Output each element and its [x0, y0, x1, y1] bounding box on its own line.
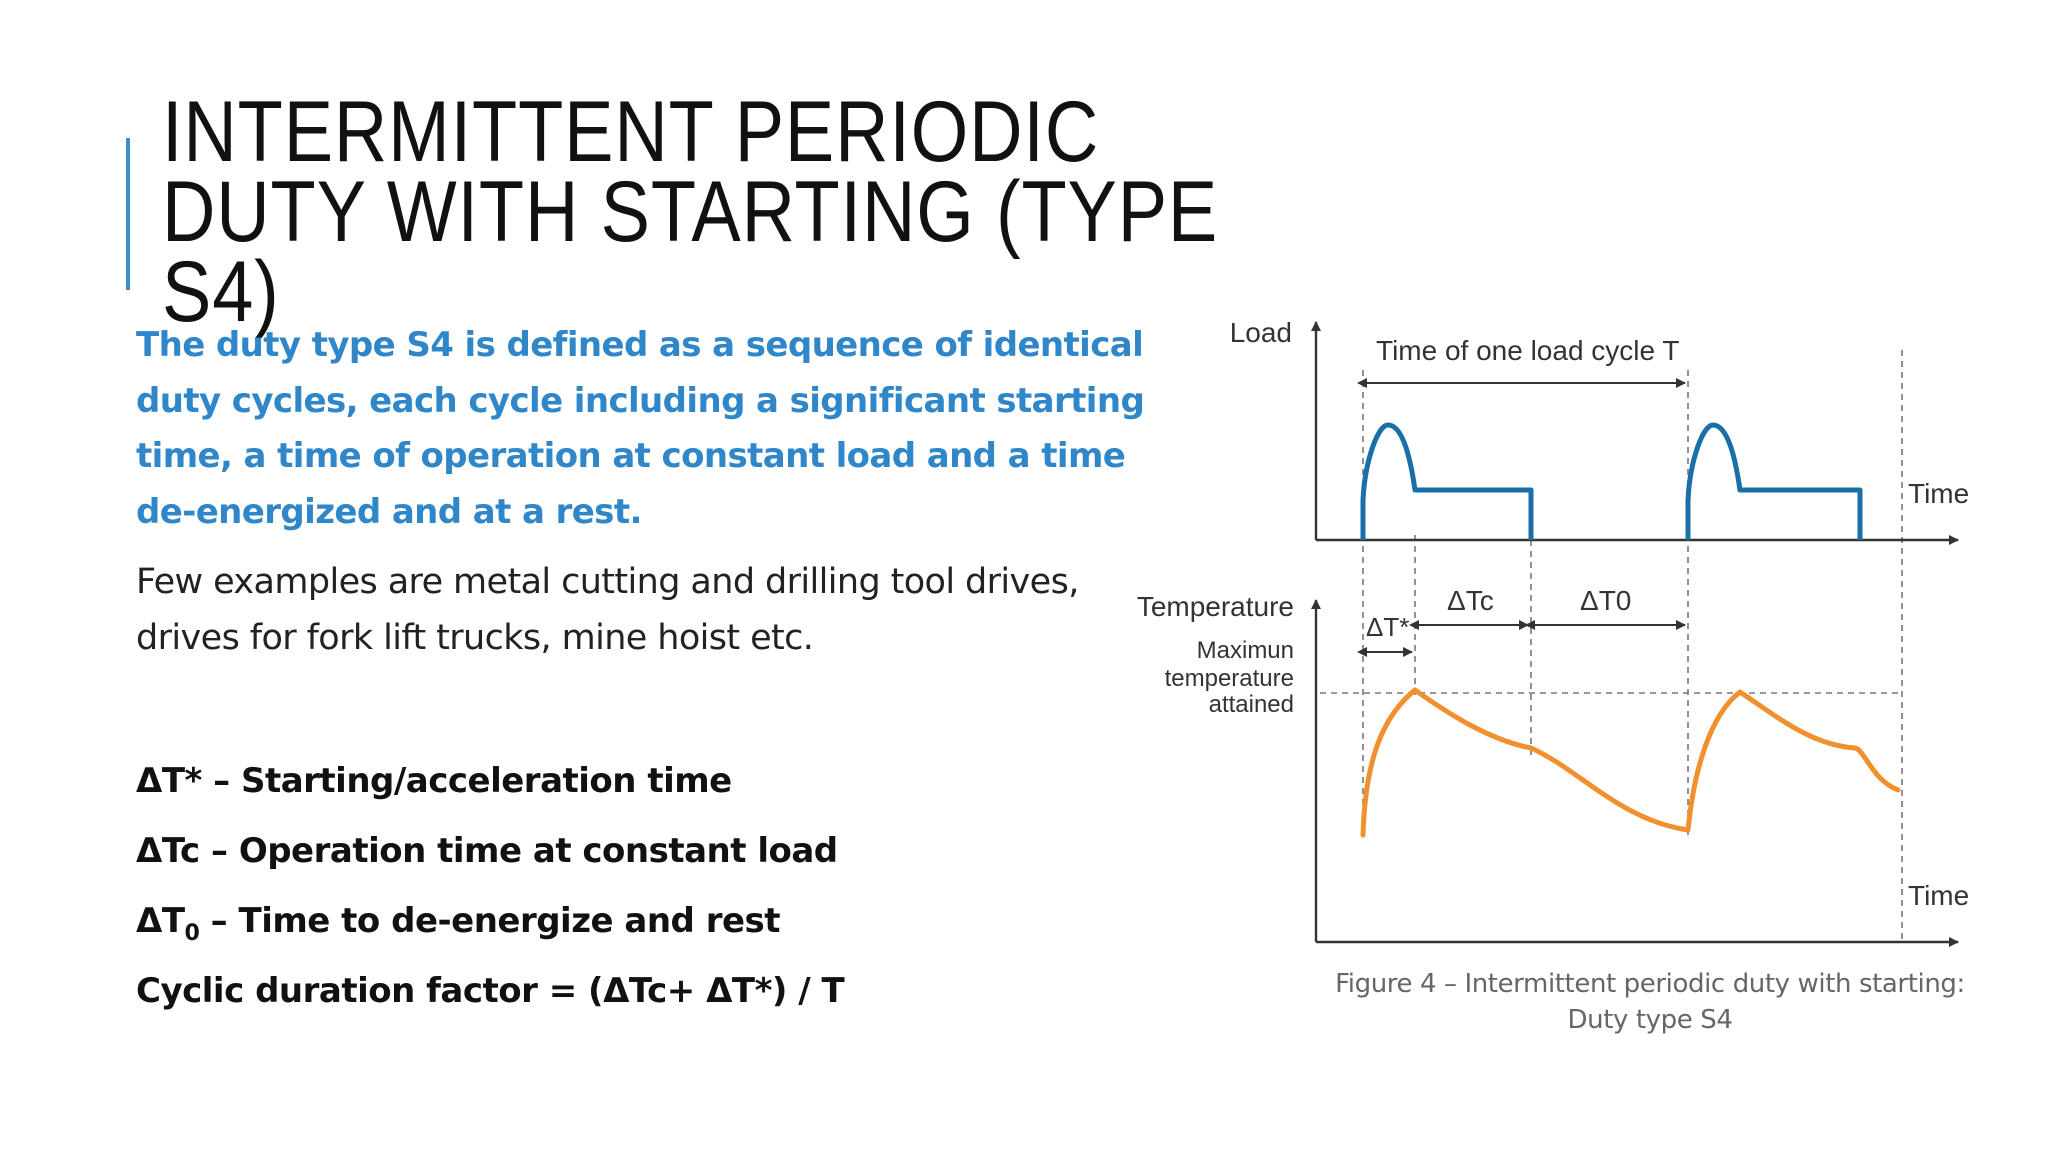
dt-start-label: ΔT*	[1366, 612, 1409, 642]
load-axis-label: Load	[1230, 317, 1292, 348]
duty-cycle-diagram: Load Time Time of one load cycle T Tempe…	[1137, 317, 1969, 947]
definition-start-time: ΔT* – Starting/acceleration time	[136, 761, 732, 801]
definition-operation-time: ΔTc – Operation time at constant load	[136, 831, 838, 871]
figure-caption: Figure 4 – Intermittent periodic duty wi…	[1320, 966, 1980, 1038]
cycle-span-label: Time of one load cycle T	[1376, 335, 1679, 366]
title-line-1: INTERMITTENT PERIODIC	[162, 84, 1100, 180]
examples-paragraph: Few examples are metal cutting and drill…	[136, 554, 1116, 666]
rest-subscript: 0	[184, 921, 200, 946]
temperature-axis-label: Temperature	[1137, 591, 1294, 622]
caption-line-1: Figure 4 – Intermittent periodic duty wi…	[1335, 969, 1965, 999]
slide-title: INTERMITTENT PERIODIC DUTY WITH STARTING…	[162, 84, 1262, 340]
max-temp-label-1: Maximun	[1197, 637, 1294, 664]
load-curve	[1360, 422, 1863, 540]
definition-duty-factor: Cyclic duration factor = (ΔTc+ ΔT*) / T	[136, 971, 845, 1011]
definition-paragraph: The duty type S4 is defined as a sequenc…	[136, 318, 1145, 540]
intro-line-4: de-energized and at a rest.	[136, 491, 642, 532]
time-axis-label-bottom: Time	[1908, 880, 1969, 911]
intro-line-1: The duty type S4 is defined as a sequenc…	[136, 325, 1144, 365]
dt-c-label: ΔTc	[1447, 585, 1494, 616]
time-axis-label-top: Time	[1908, 478, 1969, 509]
intro-line-3: time, a time of operation at constant lo…	[136, 436, 1126, 476]
definition-rest-time: ΔT0 – Time to de-energize and rest	[136, 896, 844, 966]
dt-0-label: ΔT0	[1580, 585, 1631, 616]
max-temp-label-3: attained	[1209, 691, 1294, 718]
max-temp-label-2: temperature	[1165, 665, 1294, 692]
examples-line-2: drives for fork lift trucks, mine hoist …	[136, 618, 814, 658]
examples-line-1: Few examples are metal cutting and drill…	[136, 562, 1079, 602]
temperature-curve	[1360, 687, 1901, 838]
caption-line-2: Duty type S4	[1567, 1005, 1733, 1035]
intro-line-2: duty cycles, each cycle including a sign…	[136, 380, 1145, 421]
title-line-2: DUTY WITH STARTING (TYPE	[162, 164, 1219, 260]
title-accent-bar	[126, 138, 130, 290]
title-line-3: S4)	[162, 244, 280, 340]
rest-text: – Time to de-energize and rest	[199, 901, 781, 941]
dashed-guides	[1320, 350, 1903, 940]
definitions-list: ΔT* – Starting/acceleration time ΔTc – O…	[136, 756, 845, 1036]
rest-symbol: ΔT	[136, 901, 185, 941]
